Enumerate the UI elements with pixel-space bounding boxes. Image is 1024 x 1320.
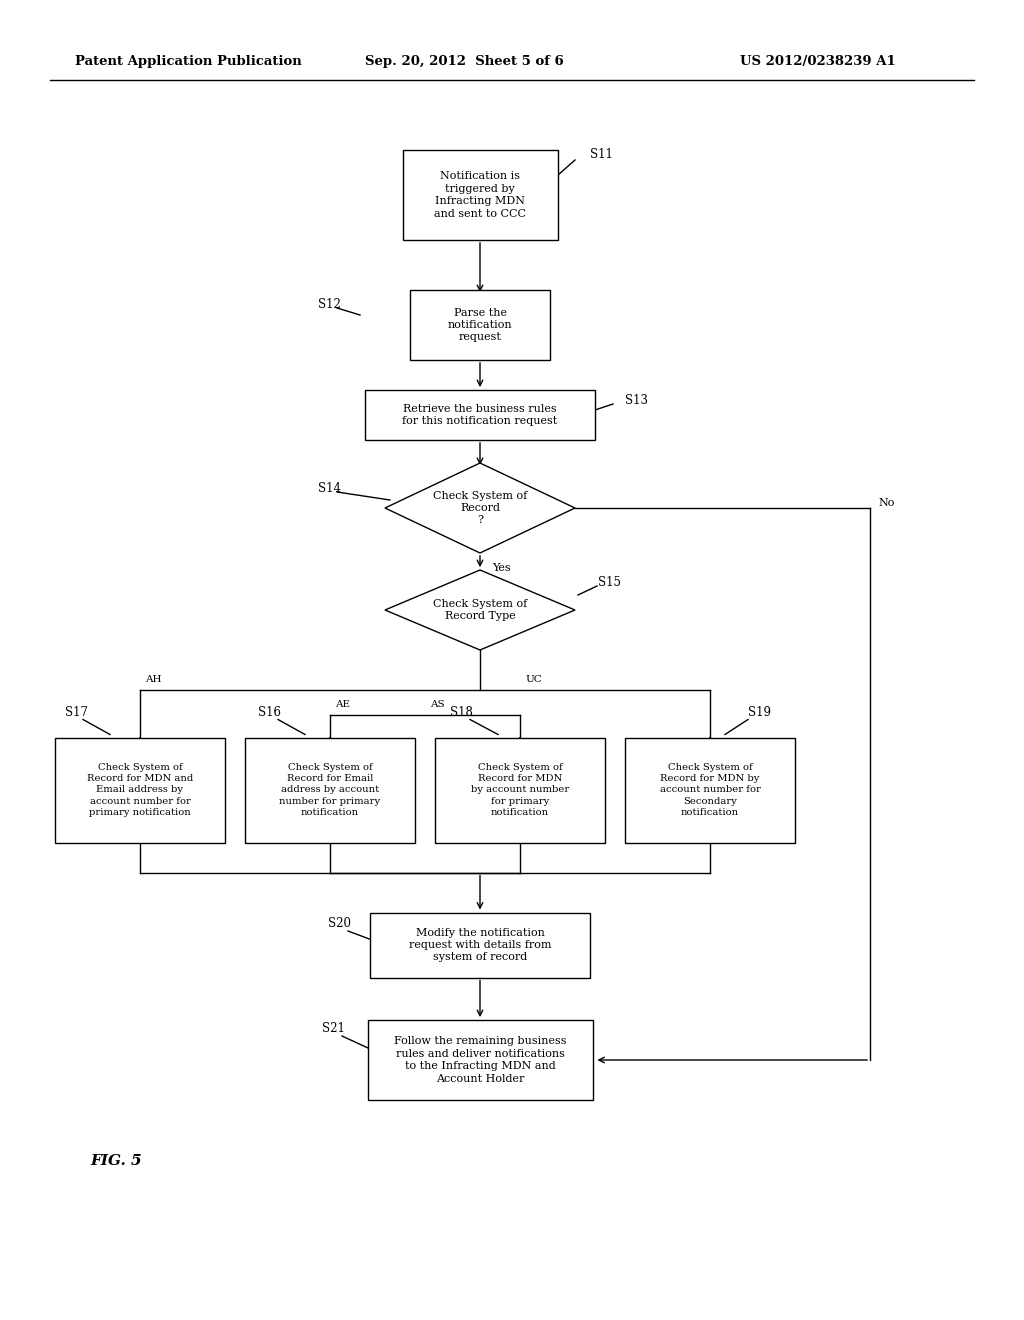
Text: S13: S13 (625, 393, 648, 407)
Bar (245, 738, 415, 842)
Bar (410, 290, 550, 360)
Text: S14: S14 (318, 482, 341, 495)
Text: FIG. 5: FIG. 5 (90, 1154, 141, 1168)
Polygon shape (385, 570, 575, 649)
Bar (625, 738, 795, 842)
Text: Parse the
notification
request: Parse the notification request (447, 308, 512, 342)
Text: UC: UC (525, 675, 542, 684)
Text: AH: AH (145, 675, 162, 684)
Text: Yes: Yes (492, 564, 511, 573)
Text: Patent Application Publication: Patent Application Publication (75, 55, 302, 69)
Bar (55, 738, 225, 842)
Text: S16: S16 (258, 705, 281, 718)
Text: Check System of
Record for MDN and
Email address by
account number for
primary n: Check System of Record for MDN and Email… (87, 763, 194, 817)
Bar (365, 389, 595, 440)
Text: Check System of
Record Type: Check System of Record Type (433, 599, 527, 622)
Text: Sep. 20, 2012  Sheet 5 of 6: Sep. 20, 2012 Sheet 5 of 6 (365, 55, 564, 69)
Text: S21: S21 (322, 1022, 345, 1035)
Text: AE: AE (335, 700, 350, 709)
Text: Check System of
Record for MDN by
account number for
Secondary
notification: Check System of Record for MDN by accoun… (659, 763, 761, 817)
Text: S11: S11 (590, 149, 613, 161)
Text: US 2012/0238239 A1: US 2012/0238239 A1 (740, 55, 896, 69)
Text: Follow the remaining business
rules and deliver notifications
to the Infracting : Follow the remaining business rules and … (394, 1036, 566, 1084)
Bar (402, 150, 557, 240)
Text: S18: S18 (450, 705, 473, 718)
Polygon shape (385, 463, 575, 553)
Bar (435, 738, 605, 842)
Text: S12: S12 (318, 298, 341, 312)
Text: Retrieve the business rules
for this notification request: Retrieve the business rules for this not… (402, 404, 558, 426)
Text: Check System of
Record
?: Check System of Record ? (433, 491, 527, 525)
Text: S20: S20 (328, 917, 351, 931)
Text: Notification is
triggered by
Infracting MDN
and sent to CCC: Notification is triggered by Infracting … (434, 172, 526, 219)
Text: S15: S15 (598, 576, 621, 589)
Text: No: No (878, 498, 894, 508)
Bar (370, 912, 590, 978)
Text: Check System of
Record for Email
address by account
number for primary
notificat: Check System of Record for Email address… (280, 763, 381, 817)
Bar (368, 1020, 593, 1100)
Text: Modify the notification
request with details from
system of record: Modify the notification request with det… (409, 928, 551, 962)
Text: AS: AS (430, 700, 444, 709)
Text: S19: S19 (748, 705, 771, 718)
Text: Check System of
Record for MDN
by account number
for primary
notification: Check System of Record for MDN by accoun… (471, 763, 569, 817)
Text: S17: S17 (65, 705, 88, 718)
